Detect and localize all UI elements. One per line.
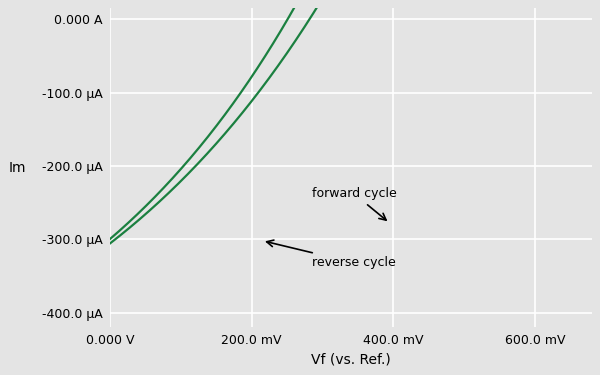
Text: reverse cycle: reverse cycle (266, 240, 395, 269)
X-axis label: Vf (vs. Ref.): Vf (vs. Ref.) (311, 352, 391, 367)
Y-axis label: Im: Im (8, 161, 26, 175)
Text: forward cycle: forward cycle (312, 187, 397, 220)
